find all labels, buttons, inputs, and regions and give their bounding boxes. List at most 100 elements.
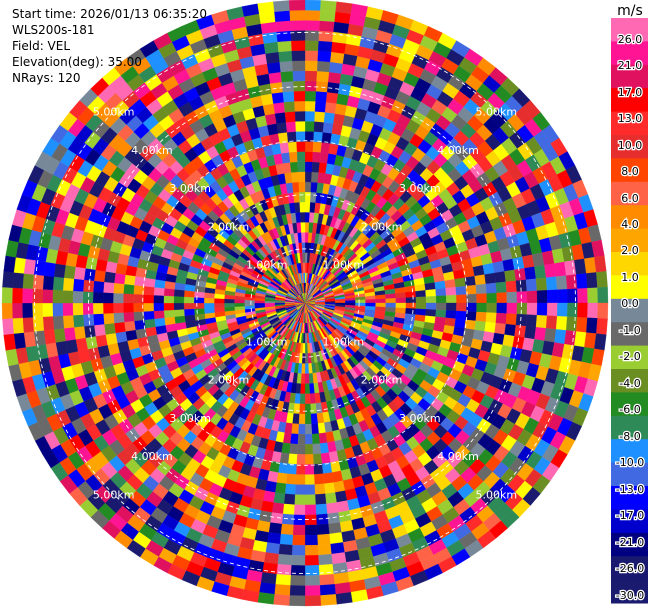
velocity-gate [293, 80, 306, 92]
velocity-gate [143, 285, 155, 296]
velocity-gate [304, 353, 309, 364]
velocity-gate [304, 464, 315, 475]
velocity-gate [594, 333, 607, 351]
colorbar-tick-label: 0.0 [621, 297, 639, 310]
velocity-gate [62, 290, 74, 304]
velocity-gate [279, 533, 293, 546]
velocity-gate [325, 502, 339, 515]
velocity-gate [325, 91, 339, 104]
velocity-gate [524, 326, 537, 340]
velocity-gate [123, 302, 134, 313]
velocity-gate [524, 266, 537, 280]
velocity-gate [133, 302, 144, 313]
velocity-gate [183, 308, 195, 316]
velocity-gate [52, 302, 64, 317]
velocity-gate [277, 40, 292, 53]
velocity-gate [304, 50, 319, 62]
velocity-gate [332, 31, 348, 44]
velocity-gate [22, 288, 33, 304]
colorbar-tick-label: 8.0 [621, 165, 639, 178]
velocity-gate [332, 562, 348, 575]
velocity-gate [265, 51, 280, 64]
colorbar-tick-label: 13.0 [618, 112, 643, 125]
velocity-gate [296, 151, 306, 162]
velocity-gate [42, 316, 55, 331]
velocity-gate [315, 503, 328, 515]
velocity-gate [282, 503, 295, 515]
velocity-gate [317, 60, 331, 73]
velocity-gate [274, 10, 291, 22]
velocity-gate [594, 255, 607, 273]
velocity-gate [286, 463, 297, 475]
velocity-gate [298, 181, 306, 193]
velocity-gate [22, 302, 33, 318]
velocity-gate [324, 101, 337, 114]
velocity-gate [415, 296, 427, 304]
velocity-gate [292, 181, 300, 193]
velocity-gate [375, 294, 386, 300]
velocity-gate [304, 373, 310, 384]
velocity-gate [564, 330, 577, 346]
velocity-gate [42, 275, 55, 290]
velocity-gate [304, 534, 318, 546]
velocity-gate [435, 288, 447, 297]
velocity-gate [112, 292, 124, 304]
velocity-gate [545, 315, 558, 330]
velocity-gate [516, 302, 528, 315]
range-ring-label: 4.00km [437, 144, 479, 157]
velocity-gate [297, 433, 306, 445]
velocity-gate [330, 51, 345, 64]
velocity-gate [304, 141, 314, 152]
velocity-gate [566, 274, 578, 290]
colorbar-tick-label: 21.0 [618, 59, 643, 72]
velocity-gate [587, 287, 599, 304]
velocity-gate [308, 373, 314, 384]
velocity-gate [32, 288, 43, 304]
velocity-gate [289, 9, 306, 21]
velocity-gate [323, 112, 336, 124]
velocity-gate [313, 121, 325, 133]
velocity-gate [304, 413, 312, 425]
velocity-gate [304, 201, 311, 213]
velocity-gate [304, 333, 308, 344]
velocity-gate [318, 553, 333, 566]
velocity-gate [314, 111, 326, 123]
velocity-gate [318, 432, 328, 444]
velocity-gate [304, 30, 320, 41]
velocity-gate [12, 272, 24, 289]
velocity-gate [304, 60, 318, 72]
velocity-gate [296, 222, 302, 233]
velocity-gate [276, 472, 288, 484]
colorbar-tick-label: -17.0 [616, 509, 644, 522]
velocity-gate [93, 323, 106, 337]
range-ring-label: 3.00km [399, 412, 441, 425]
velocity-gate [304, 504, 317, 516]
velocity-gate [183, 302, 195, 310]
velocity-gate [164, 316, 176, 326]
velocity-gate [317, 543, 332, 556]
velocity-gate [262, 562, 278, 575]
velocity-gate [282, 91, 295, 103]
velocity-gate [304, 40, 319, 51]
velocity-gate [267, 123, 279, 136]
velocity-gate [294, 494, 306, 506]
velocity-gate [290, 433, 299, 445]
velocity-gate [290, 565, 306, 576]
velocity-gate [203, 297, 215, 304]
range-ring-label: 4.00km [437, 450, 479, 463]
velocity-gate [53, 263, 66, 278]
range-ring-label: 1.00km [322, 259, 364, 272]
velocity-gate [224, 298, 235, 304]
velocity-gate [123, 293, 134, 304]
colorbar-tick-label: -8.0 [619, 430, 640, 443]
velocity-gate [291, 423, 299, 435]
colorbar-tick-label: 26.0 [618, 33, 643, 46]
velocity-gate [291, 555, 306, 566]
velocity-gate [506, 291, 518, 304]
velocity-gate [289, 443, 298, 455]
velocity-gate [316, 523, 330, 536]
velocity-gate [331, 470, 343, 483]
velocity-gate [163, 309, 175, 318]
velocity-gate [288, 0, 306, 11]
velocity-gate [284, 172, 293, 184]
